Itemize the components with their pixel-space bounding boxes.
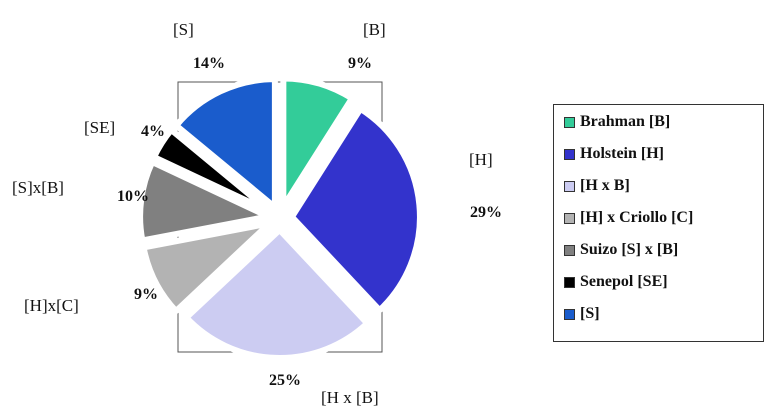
legend-item-hx-criollo: [H] x Criollo [C] — [564, 209, 693, 227]
slice-label-hxc: [H]x[C] — [24, 296, 79, 315]
legend-label: Senepol [SE] — [580, 273, 668, 290]
legend-swatch — [564, 212, 575, 224]
pct-label-h: 29% — [470, 204, 502, 221]
pct-label-se: 4% — [141, 123, 165, 140]
legend-item-s: [S] — [564, 305, 600, 323]
legend-item-holstein: Holstein [H] — [564, 145, 664, 163]
legend-swatch — [564, 276, 575, 288]
legend-item-brahman: Brahman [B] — [564, 113, 670, 131]
pie-slice-2 — [182, 225, 372, 361]
legend-label: [S] — [580, 305, 600, 322]
pie-slice-5 — [150, 125, 272, 215]
pct-label-hxb: 25% — [269, 372, 301, 389]
pct-label-sxb: 10% — [117, 188, 149, 205]
legend-label: [H x B] — [580, 177, 630, 194]
legend-label: Suizo [S] x [B] — [580, 241, 679, 258]
pct-label-s: 14% — [193, 55, 225, 72]
slice-label-b: [B] — [363, 20, 386, 39]
slice-label-h: [H] — [469, 150, 493, 169]
legend-swatch — [564, 308, 575, 320]
pie-slice-4 — [137, 158, 278, 244]
pct-label-hxc: 9% — [134, 286, 158, 303]
legend-label: Brahman [B] — [580, 113, 671, 130]
legend: Brahman [B] Holstein [H] [H x B] [H] x C… — [553, 104, 764, 342]
slice-label-sxb: [S]x[B] — [12, 178, 64, 197]
legend-label: Holstein [H] — [580, 145, 664, 162]
slice-label-hxb: [H x [B] — [321, 388, 379, 407]
legend-label: [H] x Criollo [C] — [580, 209, 694, 226]
legend-swatch — [564, 148, 575, 160]
pct-label-b: 9% — [348, 55, 372, 72]
pie-slice-6 — [172, 76, 278, 214]
legend-swatch — [564, 244, 575, 256]
legend-item-suizo: Suizo [S] x [B] — [564, 241, 678, 259]
legend-swatch — [564, 116, 575, 128]
pie-slice-3 — [140, 218, 279, 316]
pie-slice-1 — [288, 104, 423, 315]
legend-item-hxb: [H x B] — [564, 177, 630, 195]
slice-label-s: [S] — [173, 20, 194, 39]
legend-swatch — [564, 180, 575, 192]
legend-item-senepol: Senepol [SE] — [564, 273, 668, 291]
pie-slice-0 — [280, 75, 357, 217]
slice-label-se: [SE] — [84, 118, 116, 137]
